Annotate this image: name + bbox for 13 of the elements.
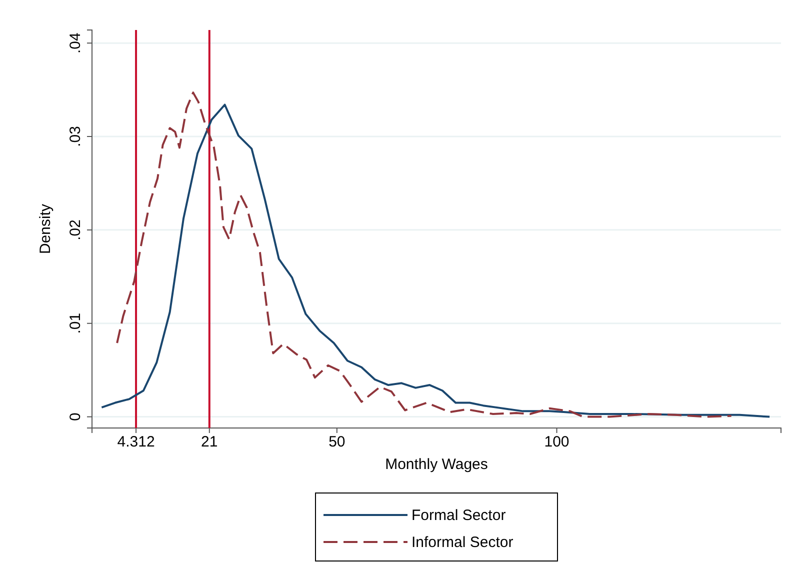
x-tick-label: 50	[328, 434, 346, 451]
legend-label: Informal Sector	[412, 534, 514, 551]
y-tick-label: 0	[67, 412, 84, 421]
x-axis-title: Monthly Wages	[385, 456, 488, 473]
x-tick-label: 21	[201, 434, 218, 451]
y-tick-label: .02	[67, 220, 84, 240]
y-tick-label: .04	[67, 32, 84, 54]
x-tick-label: 4.312	[117, 434, 155, 451]
y-tick-label: .01	[67, 312, 84, 334]
y-tick-label: .03	[67, 126, 84, 147]
y-axis-title: Density	[37, 204, 54, 254]
x-tick-label: 100	[544, 434, 570, 451]
legend-label: Formal Sector	[412, 507, 506, 524]
